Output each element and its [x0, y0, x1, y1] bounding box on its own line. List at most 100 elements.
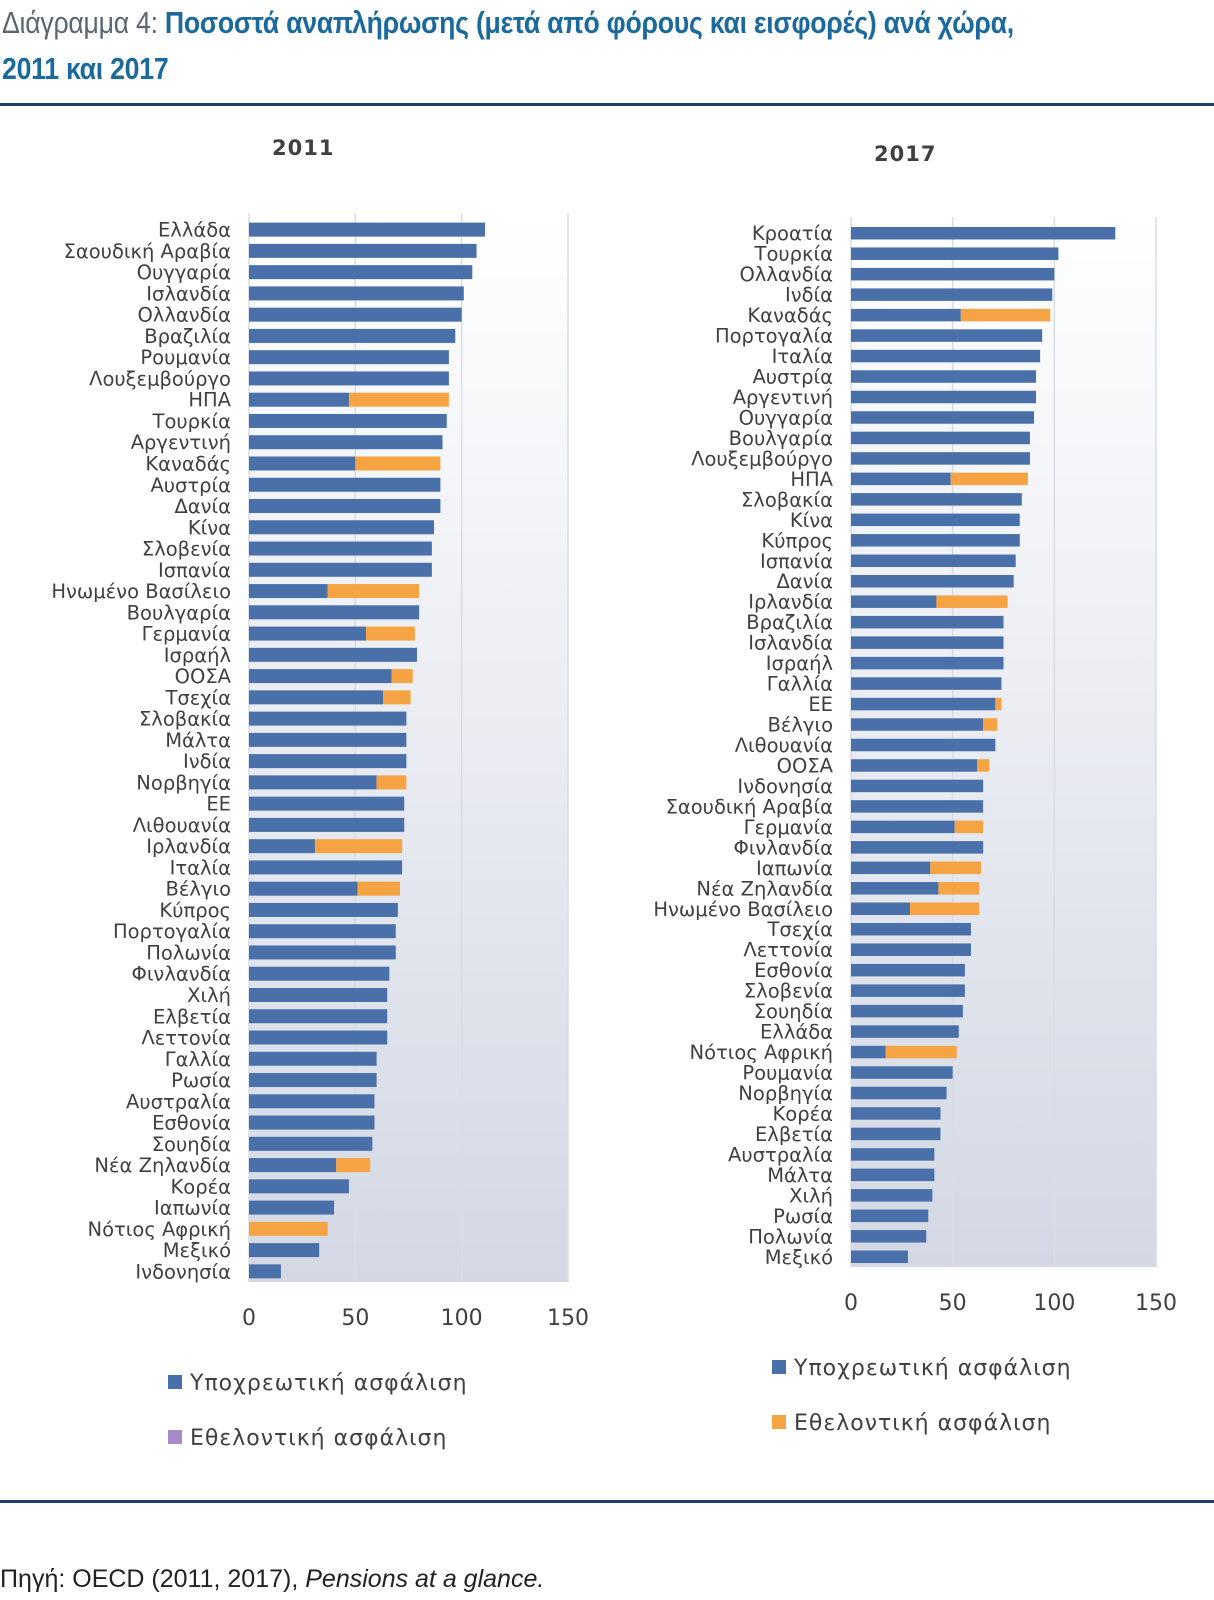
category-label-ηνωμένο-βασίλειο: Ηνωμένο Βασίλειο [653, 898, 833, 921]
bar-mandatory-λουξεμβούργο [851, 452, 1030, 465]
category-label-αυστρία: Αυστρία [752, 366, 833, 389]
category-label-ρουμανία: Ρουμανία [140, 346, 231, 369]
bar-mandatory-ελβετία [851, 1127, 941, 1141]
bar-mandatory-γερμανία [851, 820, 955, 834]
category-label-βουλγαρία: Βουλγαρία [127, 601, 231, 624]
legend-voluntary-label: Εθελοντική ασφάλιση [190, 1426, 447, 1451]
category-label-ινδία: Ινδία [183, 750, 231, 773]
category-label-σουηδία: Σουηδία [152, 1133, 231, 1156]
category-label-νορβηγία: Νορβηγία [136, 771, 231, 794]
bar-voluntary-οοσα [977, 759, 990, 772]
bar-voluntary-ηνωμένο-βασίλειο [909, 902, 980, 916]
category-label-μεξικό: Μεξικό [765, 1246, 833, 1269]
bar-voluntary-νορβηγία [376, 775, 407, 790]
category-label-λεττονία: Λεττονία [141, 1027, 231, 1050]
category-label-αργεντινή: Αργεντινή [131, 431, 231, 454]
category-label-κίνα: Κίνα [188, 516, 231, 539]
bar-mandatory-σλοβακία [851, 493, 1022, 506]
category-label-εε: ΕΕ [206, 793, 231, 816]
bar-mandatory-γαλλία [249, 1051, 377, 1066]
chart-2017: 0 50 100 150 ΚροατίαΤουρκίαΟλλανδίαΙνδίαΚανα… [653, 217, 1177, 1436]
category-label-ινδία: Ινδία [785, 284, 833, 307]
bar-mandatory-ρωσία [249, 1073, 377, 1088]
bar-mandatory-τσεχία [851, 922, 971, 936]
bar-mandatory-ιαπωνία [249, 1200, 335, 1215]
bar-mandatory-νορβηγία [249, 775, 377, 790]
bar-mandatory-δανία [851, 574, 1014, 588]
bar-mandatory-ισπανία [851, 554, 1016, 568]
bar-mandatory-κύπρος [851, 534, 1020, 547]
bar-mandatory-σουηδία [249, 1136, 373, 1151]
category-label-πολωνία: Πολωνία [748, 1225, 833, 1248]
bar-voluntary-νέα-ζηλανδία [336, 1158, 371, 1173]
bar-mandatory-ηπα [851, 472, 951, 486]
bar-voluntary-ιρλανδία [936, 595, 1008, 608]
category-label-αυστραλία: Αυστραλία [126, 1090, 231, 1113]
bar-voluntary-βέλγιο [357, 881, 400, 896]
bar-voluntary-ηνωμένο-βασίλειο [327, 584, 420, 599]
bar-mandatory-σαουδική-αραβία [249, 243, 477, 258]
bar-voluntary-τσεχία [382, 690, 411, 705]
bar-mandatory-ουγγαρία [249, 265, 473, 280]
bar-mandatory-πορτογαλία [851, 329, 1043, 342]
bar-mandatory-ιταλία [851, 349, 1041, 363]
category-label-τουρκία: Τουρκία [754, 243, 833, 266]
category-label-εε: ΕΕ [808, 693, 833, 716]
bar-mandatory-λουξεμβούργο [249, 371, 449, 386]
bar-mandatory-νότιος-αφρική [851, 1045, 886, 1059]
bar-mandatory-βουλγαρία [851, 431, 1030, 445]
bar-mandatory-αυστρία [851, 370, 1037, 383]
bar-mandatory-ισραήλ [851, 656, 1004, 670]
category-label-καναδάς: Καναδάς [145, 452, 231, 475]
category-label-ελλάδα: Ελλάδα [158, 219, 231, 242]
category-label-σλοβακία: Σλοβακία [741, 488, 833, 511]
bar-mandatory-αυστρία [249, 477, 441, 492]
bar-voluntary-καναδάς [355, 456, 441, 471]
bar-voluntary-γερμανία [954, 820, 984, 834]
category-label-εσθονία: Εσθονία [152, 1112, 231, 1135]
bar-mandatory-ολλανδία [851, 267, 1055, 281]
bar-mandatory-κροατία [851, 226, 1116, 240]
category-label-σλοβενία: Σλοβενία [142, 538, 231, 561]
legend-mandatory-swatch [168, 1375, 182, 1389]
category-label-κύπρος: Κύπρος [761, 529, 833, 552]
bar-voluntary-νότιος-αφρική [249, 1221, 328, 1236]
bar-mandatory-εε [851, 697, 996, 711]
panel-title-2011: 2011 [272, 136, 335, 160]
category-label-ισπανία: Ισπανία [760, 550, 833, 573]
x-tick-label-150: 150 [547, 1306, 589, 1331]
category-label-ηπα: ΗΠΑ [188, 389, 231, 412]
category-label-ελβετία: Ελβετία [153, 1005, 231, 1028]
category-label-φινλανδία: Φινλανδία [733, 836, 833, 859]
bar-mandatory-νέα-ζηλανδία [851, 882, 939, 895]
category-label-τσεχία: Τσεχία [766, 918, 833, 941]
bar-voluntary-εε [995, 697, 1002, 711]
category-label-αυστραλία: Αυστραλία [728, 1143, 833, 1166]
category-label-λουξεμβούργο: Λουξεμβούργο [691, 447, 833, 470]
bar-mandatory-ιρλανδία [851, 595, 937, 608]
bar-mandatory-μάλτα [249, 732, 407, 747]
category-label-ισπανία: Ισπανία [158, 559, 231, 582]
x-tick-label-100: 100 [1033, 1291, 1075, 1316]
category-label-σαουδική-αραβία: Σαουδική Αραβία [666, 795, 833, 818]
category-label-σαουδική-αραβία: Σαουδική Αραβία [64, 240, 231, 263]
bar-mandatory-κίνα [249, 520, 435, 535]
bar-mandatory-κορέα [249, 1179, 349, 1194]
bar-mandatory-κύπρος [249, 902, 398, 917]
category-label-σλοβενία: Σλοβενία [744, 980, 833, 1003]
x-tick-label-0: 0 [242, 1306, 256, 1331]
bar-mandatory-ελλάδα [249, 222, 486, 237]
category-label-κροατία: Κροατία [752, 222, 833, 245]
bar-mandatory-ελλάδα [851, 1025, 959, 1038]
legend-mandatory-label: Υποχρεωτική ασφάλιση [793, 1356, 1072, 1381]
bar-mandatory-βουλγαρία [249, 605, 420, 620]
bar-mandatory-εσθονία [851, 963, 965, 977]
category-label-μάλτα: Μάλτα [165, 729, 231, 752]
x-tick-label-50: 50 [341, 1306, 369, 1331]
category-label-νέα-ζηλανδία: Νέα Ζηλανδία [94, 1154, 231, 1177]
panel-title-2017: 2017 [874, 142, 937, 166]
bar-mandatory-μάλτα [851, 1168, 935, 1182]
category-label-ινδονησία: Ινδονησία [135, 1260, 231, 1283]
chart-title-text: Ποσοστά αναπλήρωσης (μετά από φόρους και… [2, 5, 1014, 86]
source-label: Πηγή: OECD (2011, 2017), [0, 1565, 299, 1593]
